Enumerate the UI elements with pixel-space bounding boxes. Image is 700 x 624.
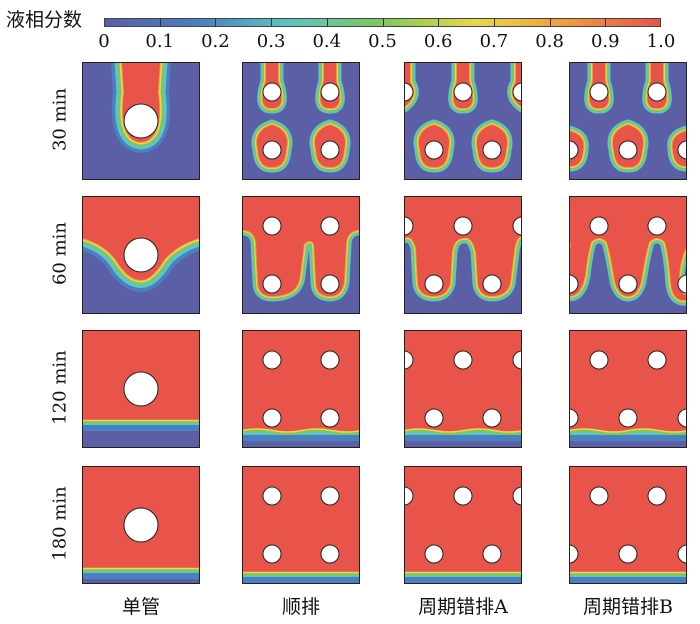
colorbar-tick-mark: [605, 18, 607, 27]
colorbar-tick-label: 0: [98, 31, 110, 52]
contour-plot: [242, 330, 360, 448]
row-label: 180 min: [49, 486, 71, 561]
contour-panel-staggered-b-4: [569, 466, 687, 584]
contour-panel-inline-2: [242, 196, 360, 314]
colorbar-tick-label: 1.0: [646, 31, 676, 52]
contour-panel-single-2: [82, 196, 200, 314]
colorbar-tick-label: 0.3: [256, 31, 286, 52]
contour-panel-single-1: [82, 62, 200, 180]
colorbar-tick-label: 0.2: [201, 31, 230, 52]
colorbar-tick-mark: [549, 18, 551, 27]
contour-panel-single-3: [82, 330, 200, 448]
contour-plot: [569, 62, 687, 180]
colorbar-tick-label: 0.7: [479, 31, 509, 52]
colorbar-tick-label: 0.1: [145, 31, 175, 52]
colorbar-tick-mark: [382, 18, 384, 27]
contour-plot: [569, 466, 687, 584]
contour-plot: [569, 196, 687, 314]
contour-plot: [404, 62, 522, 180]
column-label: 顺排: [281, 596, 321, 618]
contour-plot: [82, 330, 200, 448]
colorbar-tick-mark: [493, 18, 495, 27]
colorbar-tick-mark: [159, 18, 161, 27]
contour-panel-inline-1: [242, 62, 360, 180]
contour-panel-single-4: [82, 466, 200, 584]
row-label: 120 min: [49, 350, 71, 425]
row-label: 30 min: [49, 87, 71, 152]
column-label: 周期错排B: [583, 596, 673, 618]
colorbar-tick-label: 0.9: [590, 31, 620, 52]
contour-plot: [242, 62, 360, 180]
colorbar-title: 液相分数: [6, 9, 83, 31]
column-label: 周期错排A: [418, 596, 508, 618]
contour-panel-staggered-a-4: [404, 466, 522, 584]
contour-plot: [82, 196, 200, 314]
colorbar-tick-mark: [438, 18, 440, 27]
colorbar-tick-mark: [271, 18, 273, 27]
contour-panel-staggered-a-2: [404, 196, 522, 314]
contour-panel-inline-4: [242, 466, 360, 584]
contour-plot: [404, 196, 522, 314]
contour-panel-staggered-b-1: [569, 62, 687, 180]
colorbar-tick-label: 0.6: [423, 31, 453, 52]
contour-panel-staggered-b-3: [569, 330, 687, 448]
contour-plot: [404, 330, 522, 448]
colorbar-tick-label: 0.8: [535, 31, 564, 52]
contour-plot: [82, 62, 200, 180]
contour-plot: [82, 466, 200, 584]
contour-panel-staggered-a-1: [404, 62, 522, 180]
colorbar-tick-label: 0.5: [368, 31, 397, 52]
contour-panel-staggered-b-2: [569, 196, 687, 314]
contour-panel-inline-3: [242, 330, 360, 448]
colorbar-tick-mark: [326, 18, 328, 27]
colorbar-tick-label: 0.4: [312, 31, 342, 52]
colorbar-tick-mark: [215, 18, 217, 27]
contour-panel-staggered-a-3: [404, 330, 522, 448]
contour-plot: [242, 196, 360, 314]
column-label: 单管: [121, 596, 161, 618]
contour-plot: [404, 466, 522, 584]
contour-plot: [242, 466, 360, 584]
contour-plot: [569, 330, 687, 448]
row-label: 60 min: [49, 221, 71, 286]
